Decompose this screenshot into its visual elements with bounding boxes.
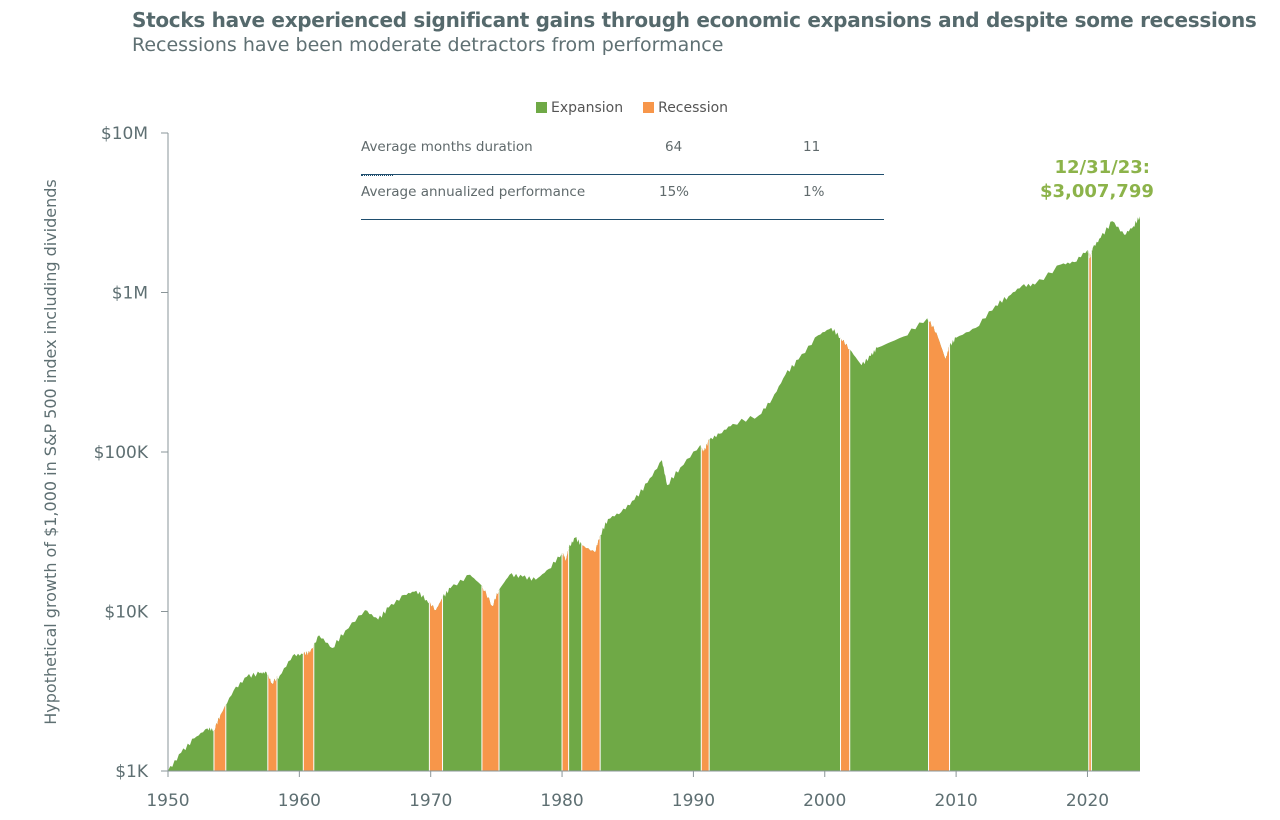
x-tick-label: 1950 (146, 791, 189, 811)
table-row: Average annualized performance 15% 1% (361, 175, 884, 220)
recession-band (928, 216, 950, 771)
y-tick-label: $10M (101, 124, 148, 144)
recession-band (213, 216, 226, 771)
expansion-value: 64 (665, 139, 683, 155)
x-tick-label: 1980 (540, 791, 583, 811)
recession-band (267, 216, 278, 771)
x-tick-label: 2000 (803, 791, 846, 811)
y-tick-label: $10K (104, 603, 148, 623)
legend: Expansion Recession (536, 100, 728, 116)
y-tick-label: $1K (115, 762, 149, 782)
recession-band (481, 216, 500, 771)
recession-band (562, 216, 569, 771)
y-axis-label: Hypothetical growth of $1,000 in S&P 500… (41, 179, 60, 725)
annotation-value: $3,007,799 (1040, 181, 1154, 202)
x-tick-label: 2010 (934, 791, 977, 811)
end-value-annotation: 12/31/23: $3,007,799 (1040, 156, 1154, 204)
recession-band (1088, 216, 1092, 771)
recession-band (701, 216, 710, 771)
recession-value: 1% (803, 184, 825, 200)
recession-value: 11 (803, 139, 821, 155)
legend-label: Recession (658, 100, 729, 116)
x-tick-label: 1960 (278, 791, 321, 811)
x-tick-label: 1970 (409, 791, 452, 811)
y-tick-label: $1M (112, 284, 148, 304)
x-tick-label: 2020 (1066, 791, 1109, 811)
expansion-value: 15% (659, 184, 690, 200)
dotted-divider (361, 175, 393, 176)
y-tick-label: $100K (94, 443, 149, 463)
x-tick-label: 1990 (672, 791, 715, 811)
annotation-date: 12/31/23: (1054, 157, 1151, 178)
recession-band (303, 216, 314, 771)
expansion-area (168, 216, 1140, 771)
table-row: Average months duration 64 11 (361, 130, 884, 176)
recession-band (581, 216, 601, 771)
chart-subtitle: Recessions have been moderate detractors… (132, 34, 724, 56)
stats-table: Average months duration 64 11 Average an… (361, 130, 884, 220)
row-label: Average annualized performance (361, 184, 586, 200)
chart-title: Stocks have experienced significant gain… (132, 8, 1257, 32)
legend-label: Expansion (551, 100, 624, 116)
recession-band (840, 216, 850, 771)
recession-swatch (643, 102, 655, 113)
recession-band (429, 216, 443, 771)
expansion-swatch (536, 102, 547, 113)
row-label: Average months duration (361, 139, 533, 155)
legend-item-expansion: Expansion (536, 100, 623, 116)
legend-item-recession: Recession (643, 100, 728, 116)
